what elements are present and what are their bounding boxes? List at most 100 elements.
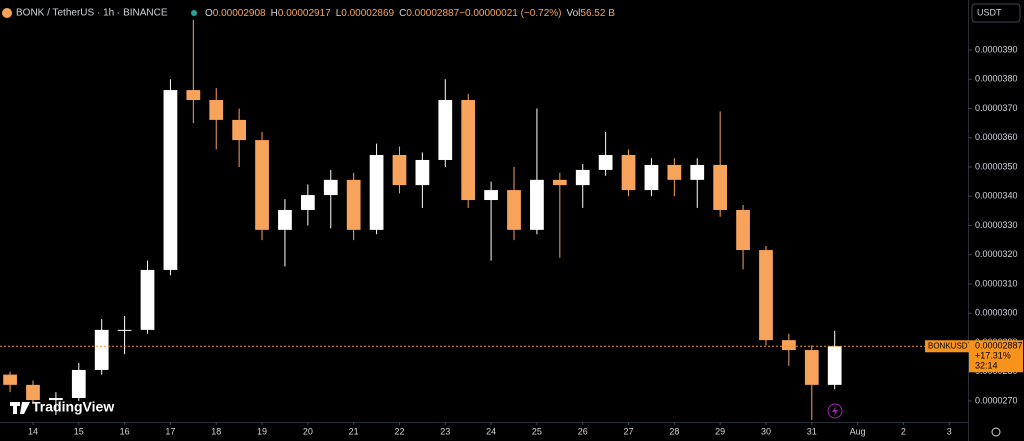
candle-body xyxy=(713,164,728,210)
market-status xyxy=(191,10,197,16)
candle-body xyxy=(346,179,361,230)
currency-button[interactable] xyxy=(971,3,1021,23)
x-tick-label: 29 xyxy=(715,426,725,436)
candle-body xyxy=(575,169,590,186)
x-tick-label: 14 xyxy=(28,426,38,436)
watermark-logo xyxy=(10,402,30,414)
x-tick-label: 30 xyxy=(761,426,771,436)
y-tick-label: 0.0000350 xyxy=(975,161,1018,171)
currency-label[interactable]: USDT xyxy=(977,7,1002,17)
header-value: 0.00002869 xyxy=(341,8,394,19)
header-label: Vol xyxy=(567,8,581,19)
candle-body xyxy=(278,209,292,230)
y-tick-label: 0.0000310 xyxy=(975,278,1018,288)
candle-body xyxy=(140,269,155,330)
countdown-label: 32:14 xyxy=(975,361,998,371)
x-tick-label: 22 xyxy=(394,426,404,436)
candle-body xyxy=(255,140,269,230)
y-tick-label: 0.0000380 xyxy=(975,74,1018,84)
header-value: 0.00002908 xyxy=(213,8,266,19)
candle-body xyxy=(736,209,750,251)
y-tick-label: 0.0000360 xyxy=(975,132,1018,142)
y-tick-label: 0.0000330 xyxy=(975,220,1018,230)
candle-body xyxy=(827,346,842,385)
x-tick-label: Aug xyxy=(850,426,866,436)
candle-body xyxy=(530,179,544,230)
candle-body xyxy=(209,100,224,120)
x-tick-label: 26 xyxy=(578,426,588,436)
header-value: 0.00002887 xyxy=(406,8,459,19)
candle-body xyxy=(3,374,17,385)
candle-body xyxy=(369,154,384,230)
candle-body xyxy=(186,90,201,101)
symbol-label: BONKUSDT xyxy=(928,341,973,350)
candle-body xyxy=(667,164,682,180)
lightning-icon[interactable] xyxy=(827,403,843,419)
x-tick-label: 25 xyxy=(532,426,542,436)
candle-body xyxy=(300,195,315,210)
x-tick-label: 19 xyxy=(257,426,267,436)
header-value: 0.00002917 xyxy=(278,8,331,19)
header-value: 56.52 B xyxy=(580,8,615,19)
change-label: +17.31% xyxy=(975,351,1011,361)
candle-body xyxy=(232,119,247,141)
header-value: −0.00000021 (−0.72%) xyxy=(459,8,561,19)
candle-body xyxy=(804,350,819,385)
x-tick-label: 3 xyxy=(947,426,952,436)
candle-body xyxy=(690,164,705,180)
x-tick-label: 31 xyxy=(807,426,817,436)
header-label: L xyxy=(336,8,342,19)
candle-body xyxy=(461,100,476,201)
candle-body xyxy=(117,329,132,331)
x-tick-label: 15 xyxy=(74,426,84,436)
candle-body xyxy=(323,179,338,196)
candle-body xyxy=(507,190,521,230)
x-tick-label: 24 xyxy=(486,426,496,436)
y-tick-label: 0.0000300 xyxy=(975,308,1018,318)
candle-body xyxy=(94,329,109,370)
price-tag xyxy=(969,340,1023,373)
y-tick-label: 0.0000340 xyxy=(975,191,1018,201)
x-tick-label: 17 xyxy=(165,426,175,436)
x-tick-label: 16 xyxy=(120,426,130,436)
candle-body xyxy=(484,190,498,201)
last-price-label: 0.00002887 xyxy=(975,341,1023,351)
x-tick-label: 28 xyxy=(669,426,679,436)
header-label: O xyxy=(205,8,213,19)
candle-body xyxy=(415,159,430,186)
settings-icon[interactable] xyxy=(991,427,1001,437)
x-tick-label: 23 xyxy=(440,426,450,436)
candle-body xyxy=(49,398,63,401)
lightning-glyph xyxy=(832,406,838,416)
symbol-tag xyxy=(925,340,969,353)
x-tick-label: 27 xyxy=(624,426,634,436)
header-label: H xyxy=(271,8,278,19)
candle-body xyxy=(71,369,86,399)
x-tick-label: 18 xyxy=(211,426,221,436)
chart-title: BONK / TetherUS · 1h · BINANCE xyxy=(16,8,168,19)
candle-body xyxy=(163,90,178,270)
watermark: TradingView xyxy=(32,399,114,415)
candle-body xyxy=(26,384,40,401)
plot-area xyxy=(3,19,842,420)
candle-body xyxy=(782,340,796,351)
candle-body xyxy=(598,154,613,170)
candle-body xyxy=(392,154,407,186)
x-tick-label: 20 xyxy=(303,426,313,436)
candle-body xyxy=(552,179,567,186)
candle-body xyxy=(644,164,659,191)
y-tick-label: 0.0000270 xyxy=(975,395,1018,405)
candle-body xyxy=(621,154,636,191)
ohlc-values: O0.00002908 H0.00002917 L0.00002869 C0.0000… xyxy=(205,8,615,19)
x-tick-label: 21 xyxy=(349,426,359,436)
x-tick-label: 2 xyxy=(901,426,906,436)
y-tick-label: 0.0000370 xyxy=(975,103,1018,113)
candle-body xyxy=(759,250,773,341)
y-tick-label: 0.0000320 xyxy=(975,249,1018,259)
y-tick-label: 0.0000390 xyxy=(975,44,1018,54)
header-label: C xyxy=(399,8,406,19)
symbol-logo xyxy=(2,8,12,18)
candle-body xyxy=(438,100,453,160)
